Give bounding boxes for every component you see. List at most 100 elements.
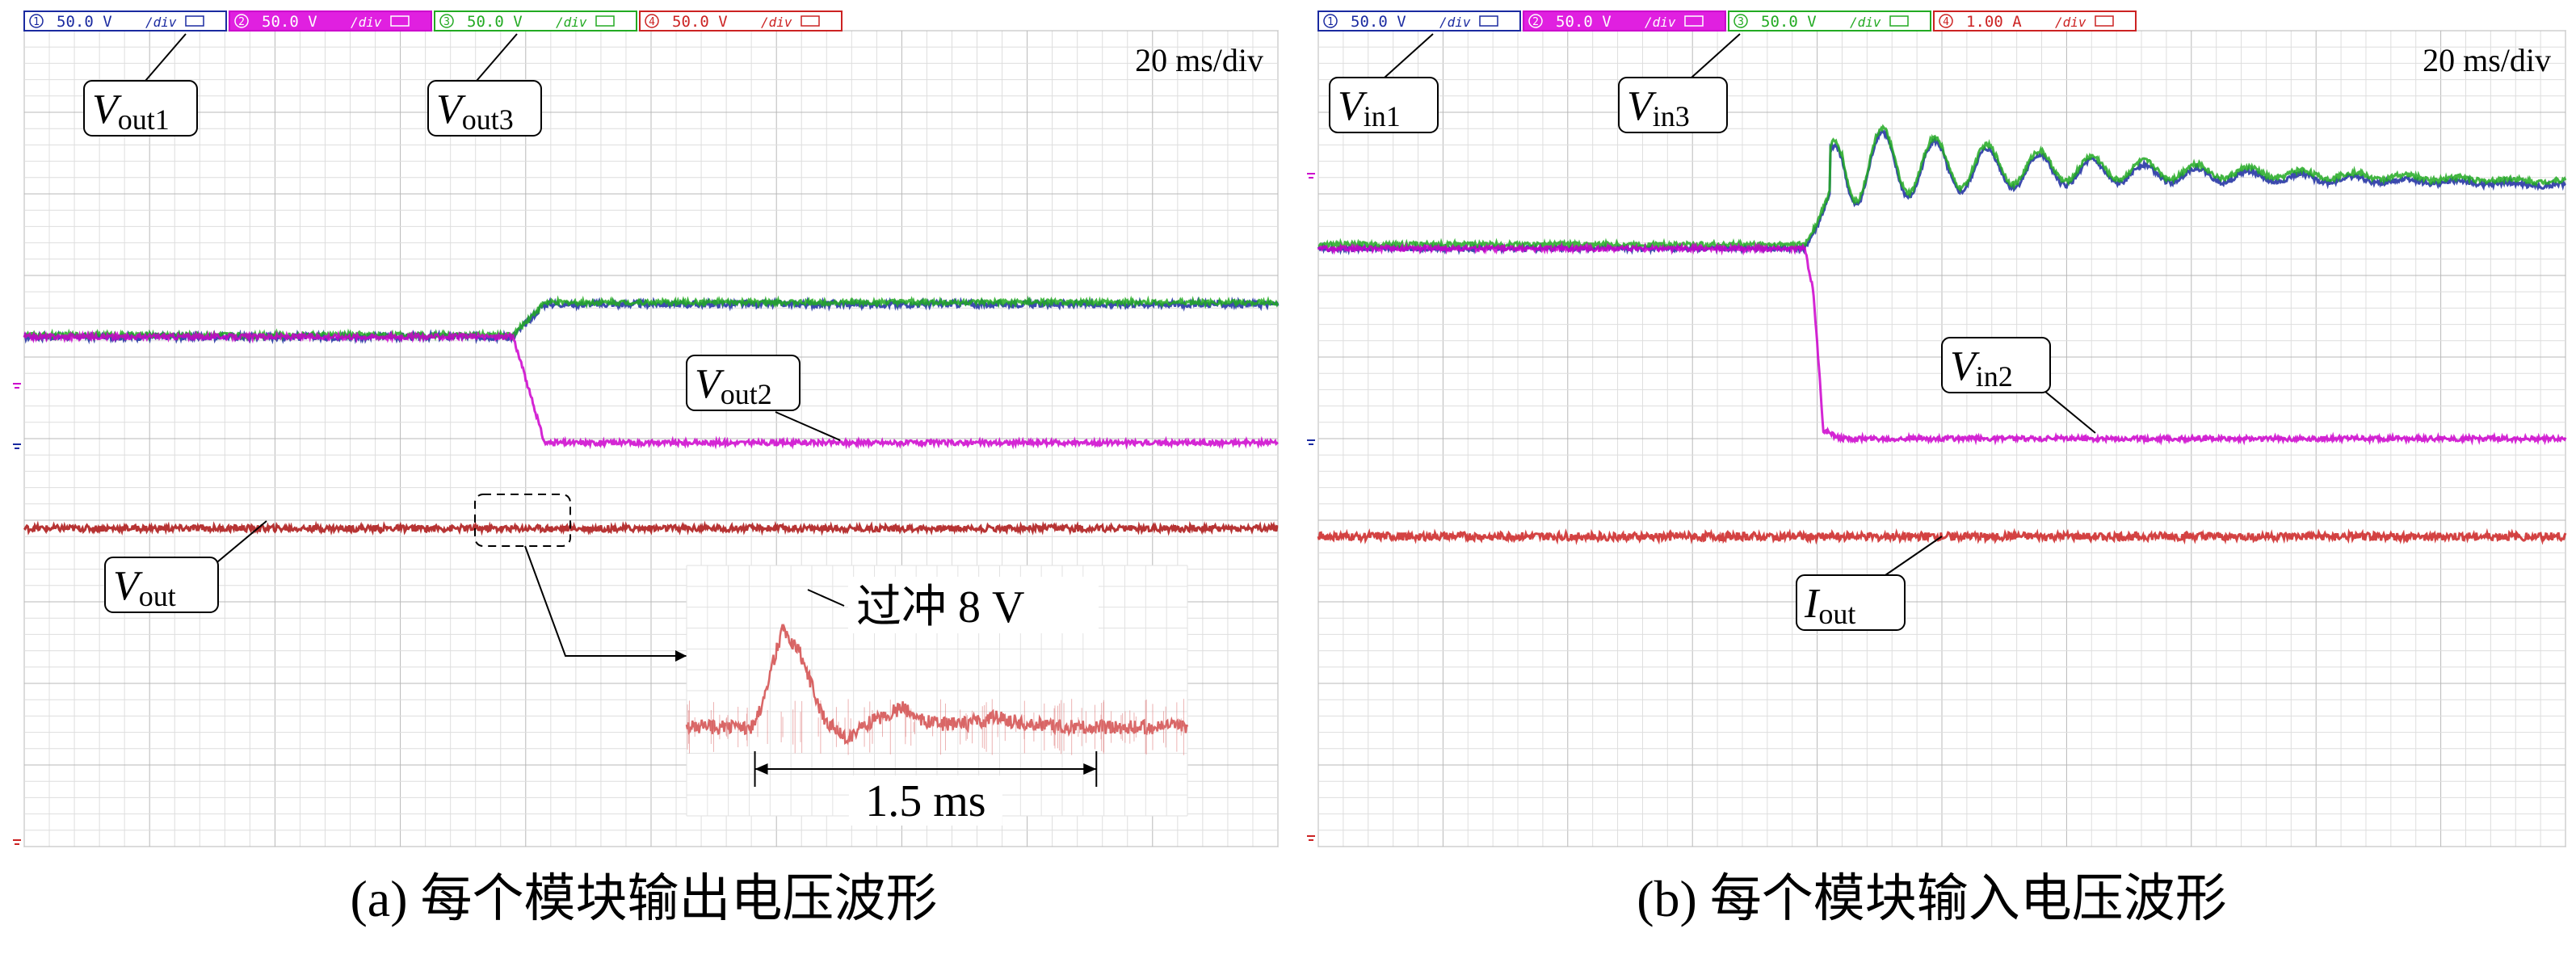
arrow-left-icon [754,763,768,775]
channel-4-box: 4 50.0 V/div [639,11,843,32]
overshoot-leader [807,589,845,607]
trace-label-v-in3: Vin3 [1618,33,1741,133]
channel-number-icon [1528,14,1543,28]
channel-number: 4 [1943,16,1949,28]
bw-limit-icon [2095,15,2114,27]
channel-number: 2 [238,16,245,28]
channel-unit: /div [556,15,587,30]
channel-number-icon [645,14,659,28]
label-main: V [436,86,466,132]
caption-a: (a) 每个模块输出电压波形 [350,870,938,927]
label-main: V [113,563,143,609]
channel-number-icon [234,14,249,28]
channel-2-box: 2 50.0 V/div [229,11,432,32]
trace-i-out [1317,527,2567,545]
trace-label-v-out1: Vout1 [83,33,198,137]
overshoot-annotation: 过冲 8 V [856,582,1024,632]
label-main: V [1950,343,1980,389]
label-main: V [1338,83,1368,129]
trace-v-in2 [1317,242,2567,446]
svg-text:Vout2: Vout2 [695,361,772,410]
channel-number: 2 [1532,16,1539,28]
channel-header: 1 50.0 V/div 2 50.0 V/div 3 50.0 V/div 4 50.0 V… [23,11,843,32]
label-main: V [1627,83,1657,129]
channel-scale: 50.0 V [57,13,112,31]
label-subscript: out [1818,598,1855,630]
trace-v-in3 [1317,124,2567,252]
channel-2-box: 2 50.0 V/div [1523,11,1726,32]
inset-grid [686,565,1188,817]
channel-scale: 50.0 V [1556,13,1612,31]
channel-number: 1 [33,16,40,28]
channel-number: 3 [1738,16,1744,28]
label-subscript: out [139,580,176,612]
svg-text:Vout1: Vout1 [92,86,170,136]
channel-scale: 50.0 V [1761,13,1817,31]
bw-limit-icon [1684,15,1704,27]
trace-v-out2 [23,330,1279,450]
channel-number-icon [29,14,44,28]
bw-limit-icon [1889,15,1909,27]
svg-text:Vout3: Vout3 [436,86,514,136]
span-label: 1.5 ms [865,776,985,826]
caption-b: (b) 每个模块输入电压波形 [1637,870,2227,927]
channel-1-box: 1 50.0 V/div [23,11,227,32]
channel-unit: /div [145,15,177,30]
trace-label-v-out3: Vout3 [427,33,542,137]
zoom-arrow-icon [675,650,687,662]
bw-limit-icon [801,15,820,27]
channel-scale: 1.00 A [1966,13,2022,31]
svg-text:Vout: Vout [113,563,176,612]
channel-scale: 50.0 V [672,13,728,31]
label-subscript: in3 [1653,100,1690,132]
svg-text:Vin3: Vin3 [1627,83,1690,132]
label-subscript: out1 [118,103,170,136]
channel-number-icon [1733,14,1748,28]
channel-scale: 50.0 V [1351,13,1406,31]
trace-label-v-out: Vout [104,520,267,613]
trace-label-v-in1: Vin1 [1329,33,1439,133]
channel-number: 1 [1327,16,1334,28]
arrow-right-icon [1083,763,1097,775]
timebase-label: 20 ms/div [2423,42,2551,78]
zoom-leader [524,545,687,657]
label-main: V [695,361,725,407]
channel-number-icon [439,14,454,28]
bw-limit-icon [185,15,204,27]
svg-text:Vin1: Vin1 [1338,83,1401,132]
panel-a-output-voltage: 1 50.0 V/div 2 50.0 V/div 3 50.0 V/div 4 50.0 V… [13,11,1280,927]
channel-number-icon [1323,14,1338,28]
label-subscript: in2 [1976,360,2013,393]
scope-screen-a: 1 50.0 V/div 2 50.0 V/div 3 50.0 V/div 4 50.0 V… [13,11,1280,847]
channel-unit: /div [2055,15,2086,30]
svg-text:Iout: Iout [1804,581,1855,630]
label-main: V [92,86,122,132]
channel-4-box: 4 1.00 A/div [1933,11,2137,32]
overshoot-inset: 过冲 8 V 1.5 ms [474,494,1189,826]
panel-b-input-voltage: 1 50.0 V/div 2 50.0 V/div 3 50.0 V/div 4 1.00 A… [1288,0,2576,954]
channel-3-box: 3 50.0 V/div [434,11,637,32]
channel-unit: /div [761,15,792,30]
channel-3-box: 3 50.0 V/div [1728,11,1931,32]
channel-unit: /div [1850,15,1881,30]
zoom-region-box [474,494,571,547]
channel-number: 3 [443,16,450,28]
channel-number: 4 [649,16,655,28]
bw-limit-icon [390,15,410,27]
timebase-label: 20 ms/div [1135,42,1263,78]
channel-1-box: 1 50.0 V/div [1317,11,1521,32]
label-subscript: out2 [721,378,772,410]
label-main: I [1804,581,1821,627]
scope-screen-b: 1 50.0 V/div 2 50.0 V/div 3 50.0 V/div 4 1.00 A… [1307,11,2567,847]
bw-limit-icon [595,15,615,27]
channel-scale: 50.0 V [262,13,317,31]
channel-unit: /div [1439,15,1471,30]
channel-scale: 50.0 V [467,13,523,31]
trace-label-v-out2: Vout2 [686,355,841,441]
bw-limit-icon [1479,15,1498,27]
channel-unit: /div [1645,15,1676,30]
channel-number-icon [1939,14,1953,28]
label-subscript: in1 [1364,100,1401,132]
level-markers [1307,173,1315,841]
level-markers [13,383,21,845]
